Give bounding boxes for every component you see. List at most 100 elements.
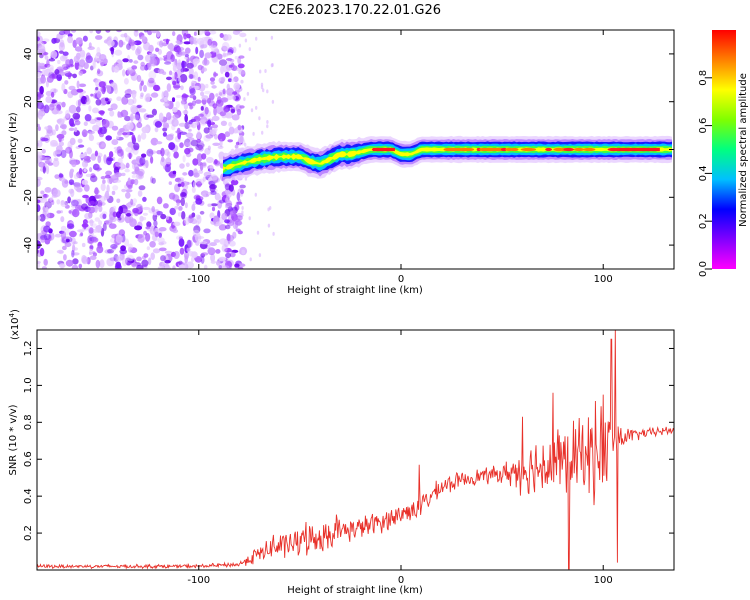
- heatmap-cell: [139, 82, 143, 92]
- heatmap-cell: [191, 186, 196, 193]
- colorbar-tick-label: 0.8: [698, 70, 709, 86]
- heatmap-cell: [213, 239, 220, 243]
- heatmap-cell: [95, 87, 99, 91]
- heatmap-cell: [210, 260, 216, 264]
- heatmap-cell: [173, 85, 181, 89]
- heatmap-cell: [206, 156, 214, 164]
- heatmap-cell: [78, 263, 83, 269]
- heatmap-cell: [172, 107, 178, 113]
- heatmap-cell: [157, 237, 165, 243]
- heatmap-cell: [136, 104, 142, 109]
- heatmap-cell: [213, 107, 218, 116]
- heatmap-cell: [230, 78, 236, 83]
- heatmap-cell: [185, 132, 194, 138]
- heatmap-cell: [181, 99, 185, 106]
- heatmap-cell: [153, 220, 158, 227]
- heatmap-cell: [271, 99, 275, 104]
- heatmap-cell: [140, 64, 146, 71]
- heatmap-cell: [142, 196, 147, 202]
- heatmap-cell: [98, 205, 103, 213]
- heatmap-cell: [141, 35, 146, 40]
- heatmap-cell: [172, 194, 180, 202]
- y-tick-label: 0.2: [23, 525, 34, 541]
- heatmap-cell: [186, 62, 194, 69]
- heatmap-cell: [173, 221, 181, 227]
- heatmap-cell: [125, 162, 130, 169]
- heatmap-cell: [119, 164, 125, 168]
- heatmap-cell: [126, 88, 132, 93]
- heatmap-cell: [217, 132, 226, 142]
- heatmap-cell: [39, 247, 45, 257]
- heatmap-cell: [110, 103, 118, 110]
- heatmap-cell: [173, 46, 181, 53]
- heatmap-band-layer: [223, 145, 672, 174]
- heatmap-cell: [122, 58, 129, 63]
- heatmap-cell: [150, 176, 154, 184]
- heatmap-cell: [39, 62, 45, 67]
- heatmap-cell: [60, 177, 66, 183]
- heatmap-cell: [65, 238, 70, 243]
- heatmap-cell: [133, 162, 139, 170]
- heatmap-cell: [196, 215, 202, 224]
- heatmap-cell: [122, 258, 128, 267]
- heatmap-cell: [37, 83, 40, 91]
- heatmap-cell: [254, 192, 257, 197]
- heatmap-cell: [259, 69, 262, 74]
- heatmap-cell: [196, 236, 205, 239]
- heatmap-cell: [111, 190, 116, 196]
- heatmap-cell: [124, 168, 130, 173]
- heatmap-cell: [37, 126, 41, 131]
- heatmap-cell: [158, 232, 162, 238]
- heatmap-cell: [111, 125, 119, 131]
- heatmap-cell: [204, 52, 212, 59]
- heatmap-cell: [169, 42, 174, 52]
- heatmap-cell: [214, 194, 222, 201]
- heatmap-cell: [148, 77, 155, 84]
- heatmap-core: [619, 147, 660, 152]
- colorbar: 0.0 0.2 0.4 0.6 0.8 Normalized spectral ampl…: [698, 30, 749, 277]
- heatmap-cell: [75, 37, 83, 45]
- heatmap-cell: [112, 205, 117, 211]
- heatmap-cell: [260, 82, 264, 87]
- heatmap-cell: [127, 177, 131, 185]
- heatmap-cell: [179, 131, 187, 135]
- colorbar-tick-label: 0.2: [698, 213, 709, 229]
- heatmap-cell: [37, 151, 43, 159]
- heatmap-cell: [178, 238, 185, 247]
- heatmap-cell: [72, 112, 81, 120]
- heatmap-cell: [96, 245, 104, 254]
- heatmap-cell: [203, 127, 210, 134]
- heatmap-cell: [166, 52, 170, 60]
- heatmap-cell: [159, 40, 164, 48]
- heatmap-cell: [172, 80, 177, 86]
- heatmap-cell: [207, 247, 216, 256]
- heatmap-cell: [188, 169, 194, 177]
- heatmap-cell: [138, 185, 146, 191]
- heatmap-cell: [201, 252, 209, 256]
- heatmap-core: [582, 147, 596, 152]
- heatmap-cell: [128, 258, 135, 264]
- heatmap-cell: [211, 206, 216, 212]
- heatmap-cell: [183, 33, 188, 40]
- heatmap-cell: [258, 116, 261, 121]
- heatmap-cell: [58, 133, 62, 143]
- heatmap-cell: [92, 107, 99, 114]
- heatmap-cell: [147, 257, 152, 266]
- heatmap-cell: [146, 148, 154, 157]
- heatmap-cell: [248, 216, 251, 221]
- heatmap-cell: [37, 110, 44, 120]
- heatmap-cell: [74, 127, 78, 133]
- heatmap-cell: [196, 181, 202, 188]
- heatmap-cell: [51, 37, 57, 44]
- heatmap-cell: [237, 266, 244, 269]
- heatmap-cell: [45, 80, 49, 88]
- heatmap-cell: [114, 172, 122, 178]
- heatmap-cell: [131, 174, 136, 179]
- heatmap-cell: [75, 204, 83, 211]
- heatmap-cell: [42, 165, 46, 174]
- heatmap-cell: [149, 225, 157, 235]
- heatmap-cell: [83, 184, 90, 192]
- heatmap-cell: [178, 236, 183, 240]
- heatmap-cell: [99, 126, 107, 135]
- heatmap-cell: [267, 223, 271, 228]
